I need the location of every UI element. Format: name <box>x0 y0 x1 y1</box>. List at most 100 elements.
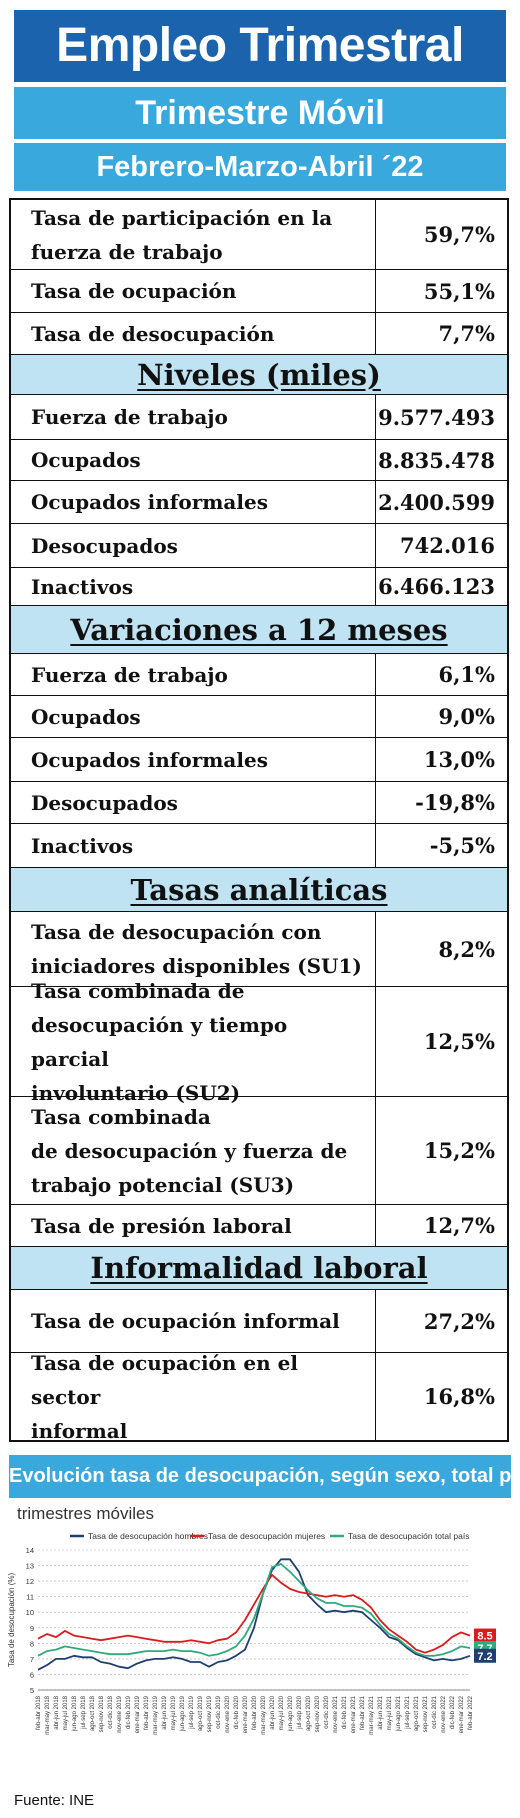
table-row: Tasa de ocupación informal 27,2% <box>11 1290 507 1353</box>
row-value: 12,7% <box>375 1205 507 1246</box>
x-tick-label: sep-nov 2019 <box>207 1695 213 1732</box>
y-tick-label: 12 <box>26 1577 34 1586</box>
x-tick-label: abr-jun 2019 <box>162 1695 168 1729</box>
y-tick-label: 6 <box>30 1670 34 1679</box>
table-row-unemployment-rate: Tasa de desocupación 7,7% <box>11 313 507 355</box>
row-label: Desocupados <box>31 533 178 558</box>
row-value: 15,2% <box>375 1097 507 1204</box>
table-row: Desocupados -19,8% <box>11 782 507 824</box>
x-tick-label: feb-abr 2022 <box>468 1695 474 1730</box>
row-label: Tasa combinada de desocupación y tiempo … <box>31 978 288 1105</box>
row-value: 8,2% <box>375 912 507 986</box>
x-tick-label: jun-ago 2018 <box>72 1695 78 1732</box>
chart-title: Evolución tasa de desocupación, según se… <box>9 1455 520 1498</box>
row-label: Ocupados <box>31 704 141 729</box>
end-label-box <box>474 1628 496 1643</box>
x-tick-label: oct-dic 2018 <box>108 1695 114 1728</box>
table-row-occupation-rate: Tasa de ocupación 55,1% <box>11 270 507 313</box>
x-tick-label: ago-oct 2021 <box>414 1695 420 1731</box>
section-header-niveles: Niveles (miles) <box>11 355 507 395</box>
x-tick-label: jun-ago 2021 <box>396 1695 402 1732</box>
row-value: 8.835.478 <box>375 440 507 480</box>
end-label-box <box>474 1648 496 1663</box>
section-header-variaciones: Variaciones a 12 meses <box>11 606 507 654</box>
row-label: Fuerza de trabajo <box>31 662 228 687</box>
x-tick-label: may-jul 2021 <box>387 1695 393 1730</box>
row-value: 9,0% <box>375 696 507 737</box>
x-tick-label: ene-mar 2021 <box>351 1695 357 1733</box>
period-banner: Febrero-Marzo-Abril ´22 <box>14 143 506 191</box>
x-tick-label: mar-may 2020 <box>261 1695 267 1734</box>
end-label: 8.5 <box>477 1631 492 1643</box>
table-row: Ocupados 9,0% <box>11 696 507 738</box>
x-tick-label: ene-mar 2019 <box>135 1695 141 1733</box>
table-row: Desocupados 742.016 <box>11 524 507 568</box>
x-tick-label: dic-feb 2021 <box>342 1695 348 1729</box>
row-value: -19,8% <box>375 782 507 823</box>
section-heading: Variaciones a 12 meses <box>70 612 448 647</box>
y-tick-label: 10 <box>26 1608 34 1617</box>
subtitle-banner: Trimestre Móvil <box>14 87 506 139</box>
x-tick-label: jun-ago 2019 <box>180 1695 186 1732</box>
row-value: 6.466.123 <box>375 568 507 605</box>
x-tick-label: abr-jun 2018 <box>54 1695 60 1729</box>
section-header-informalidad: Informalidad laboral <box>11 1247 507 1290</box>
table-row: Fuerza de trabajo 6,1% <box>11 654 507 696</box>
indicators-table: Tasa de participación en la fuerza de tr… <box>9 198 509 1443</box>
x-tick-label: nov-ene 2022 <box>441 1695 447 1732</box>
x-tick-label: sep-nov 2020 <box>315 1695 321 1732</box>
row-value: 6,1% <box>375 654 507 695</box>
section-header-analiticas: Tasas analíticas <box>11 868 507 912</box>
x-tick-label: abr-jun 2020 <box>270 1695 276 1729</box>
x-tick-label: jul-sep 2019 <box>189 1695 195 1729</box>
chart-subtitle: trimestres móviles <box>17 1504 154 1523</box>
x-tick-label: nov-ene 2021 <box>333 1695 339 1732</box>
x-tick-label: oct-dic 2020 <box>324 1695 330 1728</box>
x-tick-label: jul-sep 2018 <box>81 1695 87 1729</box>
table-row: Tasa de desocupación con iniciadores dis… <box>11 912 507 987</box>
row-label: Tasa de desocupación con iniciadores dis… <box>31 920 362 978</box>
table-row-participation: Tasa de participación en la fuerza de tr… <box>11 200 507 270</box>
section-heading: Niveles (miles) <box>137 357 381 392</box>
table-row: Tasa combinada de desocupación y fuerza … <box>11 1097 507 1205</box>
table-row: Tasa de presión laboral 12,7% <box>11 1205 507 1247</box>
row-value: 27,2% <box>375 1290 507 1352</box>
source-note: Fuente: INE <box>14 1792 95 1809</box>
series-line <box>37 1574 471 1654</box>
x-tick-label: sep-nov 2018 <box>99 1695 105 1732</box>
table-row: Ocupados informales 13,0% <box>11 738 507 782</box>
table-row: Inactivos 6.466.123 <box>11 568 507 606</box>
y-tick-label: 13 <box>26 1562 34 1571</box>
x-tick-label: mar-may 2021 <box>369 1695 375 1734</box>
row-label: Inactivos <box>31 574 134 599</box>
table-row: Tasa de ocupación en el sector informal … <box>11 1351 507 1443</box>
row-value: 742.016 <box>375 524 507 567</box>
row-label: Tasa de desocupación <box>31 321 275 346</box>
y-axis-label: Tasa de desocupación (%) <box>7 1573 16 1668</box>
table-row: Fuerza de trabajo 9.577.493 <box>11 395 507 440</box>
x-tick-label: may-jul 2020 <box>279 1695 285 1730</box>
row-label: Inactivos <box>31 833 134 858</box>
row-value: -5,5% <box>375 824 507 867</box>
x-tick-label: feb-abr 2018 <box>36 1695 42 1730</box>
row-label: Fuerza de trabajo <box>31 405 228 429</box>
x-tick-label: nov-ene 2020 <box>225 1695 231 1732</box>
table-row: Ocupados 8.835.478 <box>11 440 507 481</box>
row-label: Ocupados informales <box>31 747 268 772</box>
unemployment-line-chart: Tasa de desocupación hombres Tasa de deso… <box>7 1531 496 1735</box>
x-tick-label: jul-sep 2020 <box>297 1695 303 1729</box>
y-tick-label: 5 <box>30 1686 34 1695</box>
row-value: 2.400.599 <box>375 481 507 523</box>
legend-label: Tasa de desocupación mujeres <box>208 1531 325 1541</box>
section-heading: Informalidad laboral <box>90 1251 428 1285</box>
y-tick-label: 9 <box>30 1624 34 1633</box>
series-line <box>37 1563 471 1657</box>
x-tick-label: nov-ene 2019 <box>117 1695 123 1732</box>
table-row: Ocupados informales 2.400.599 <box>11 481 507 524</box>
row-value: 7,7% <box>375 313 507 354</box>
row-label: Tasa de ocupación informal <box>31 1309 340 1333</box>
x-tick-label: dic-feb 2022 <box>450 1695 456 1729</box>
table-row: Tasa combinada de desocupación y tiempo … <box>11 978 507 1105</box>
end-label: 7.2 <box>477 1651 492 1663</box>
row-value: 13,0% <box>375 738 507 781</box>
